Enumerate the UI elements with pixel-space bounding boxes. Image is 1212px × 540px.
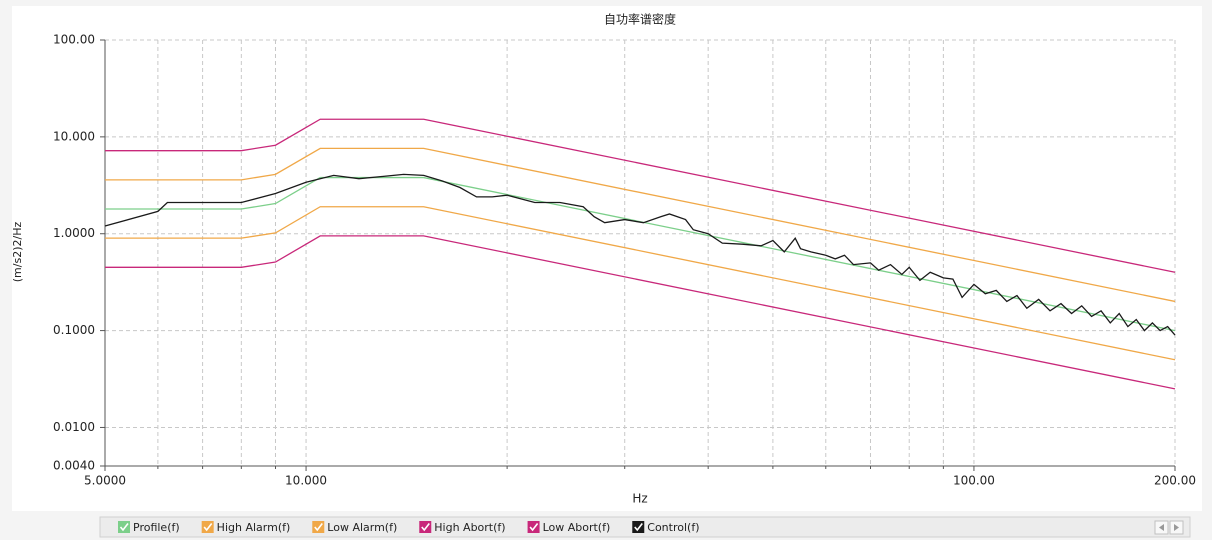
y-axis-label: (m/s2)2/Hz <box>11 222 24 283</box>
x-tick-label: 200.00 <box>1154 474 1196 488</box>
x-axis-label: Hz <box>632 492 647 506</box>
y-tick-label: 100.00 <box>53 33 95 47</box>
legend-checkbox[interactable] <box>419 521 432 533</box>
legend-check-icon <box>634 523 643 532</box>
scroll-left-icon <box>1159 524 1164 531</box>
legend-checkbox[interactable] <box>201 521 214 533</box>
legend-checkbox[interactable] <box>632 521 645 533</box>
legend-check-icon <box>203 523 213 532</box>
legend-checkbox[interactable] <box>527 521 540 533</box>
legend-bar <box>99 516 1191 538</box>
y-tick-label: 0.1000 <box>53 323 95 337</box>
x-tick-label: 100.00 <box>953 474 995 488</box>
series-line <box>105 118 1176 273</box>
x-tick-label: 10.000 <box>285 474 327 488</box>
legend-checkbox[interactable] <box>118 521 130 533</box>
series-line <box>105 235 1176 390</box>
scroll-right-icon <box>1174 524 1179 531</box>
legend-check-icon <box>529 523 539 532</box>
legend-check-icon <box>421 523 430 532</box>
x-tick-label: 5.0000 <box>84 474 126 488</box>
legend-label: High Abort(f) <box>434 521 505 534</box>
series-line <box>105 147 1176 303</box>
series-line <box>105 206 1176 361</box>
y-tick-label: 1.0000 <box>53 226 95 240</box>
legend-check-icon <box>119 523 129 532</box>
y-tick-label: 0.0100 <box>53 420 95 434</box>
chart-panel <box>12 6 1202 511</box>
y-tick-label: 10.000 <box>53 129 95 143</box>
series-line <box>104 173 1176 336</box>
legend-label: Low Abort(f) <box>543 521 611 534</box>
legend-check-icon <box>314 523 323 532</box>
legend-label: High Alarm(f) <box>217 521 291 534</box>
legend-label: Control(f) <box>647 521 699 534</box>
y-tick-label: 0.0040 <box>53 459 95 473</box>
legend-checkbox[interactable] <box>312 521 325 533</box>
legend-label: Low Alarm(f) <box>327 521 397 534</box>
legend-label: Profile(f) <box>133 521 180 534</box>
chart-title: 自功率谱密度 <box>604 12 676 27</box>
